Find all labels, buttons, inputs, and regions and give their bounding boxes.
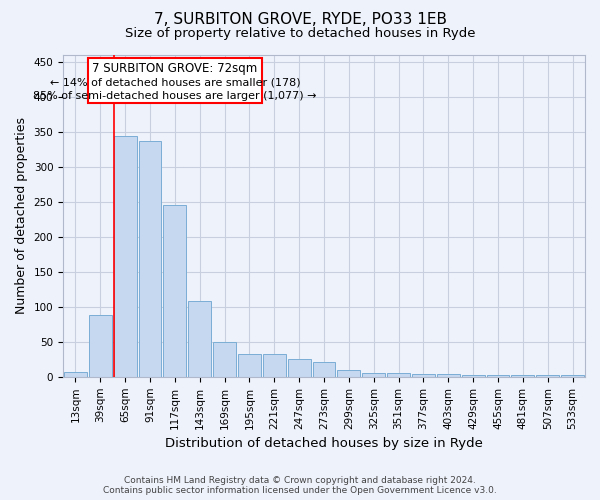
FancyBboxPatch shape	[88, 58, 262, 102]
Bar	[487, 376, 509, 377]
Bar	[213, 342, 236, 377]
X-axis label: Distribution of detached houses by size in Ryde: Distribution of detached houses by size …	[165, 437, 483, 450]
Y-axis label: Number of detached properties: Number of detached properties	[15, 118, 28, 314]
Bar	[163, 204, 187, 377]
Text: Size of property relative to detached houses in Ryde: Size of property relative to detached ho…	[125, 28, 475, 40]
Bar	[238, 354, 261, 377]
Bar	[188, 300, 211, 377]
Bar	[511, 376, 534, 377]
Bar	[362, 374, 385, 377]
Text: 7, SURBITON GROVE, RYDE, PO33 1EB: 7, SURBITON GROVE, RYDE, PO33 1EB	[154, 12, 446, 28]
Bar	[536, 376, 559, 377]
Bar	[437, 374, 460, 377]
Bar	[114, 136, 137, 377]
Bar	[561, 376, 584, 377]
Bar	[412, 374, 435, 377]
Bar	[89, 316, 112, 377]
Text: 7 SURBITON GROVE: 72sqm: 7 SURBITON GROVE: 72sqm	[92, 62, 257, 76]
Bar	[263, 354, 286, 377]
Bar	[387, 374, 410, 377]
Text: ← 14% of detached houses are smaller (178): ← 14% of detached houses are smaller (17…	[50, 78, 300, 88]
Text: Contains HM Land Registry data © Crown copyright and database right 2024.
Contai: Contains HM Land Registry data © Crown c…	[103, 476, 497, 495]
Bar	[139, 141, 161, 377]
Text: 85% of semi-detached houses are larger (1,077) →: 85% of semi-detached houses are larger (…	[33, 91, 317, 101]
Bar	[313, 362, 335, 377]
Bar	[288, 360, 311, 377]
Bar	[64, 372, 87, 377]
Bar	[337, 370, 361, 377]
Bar	[462, 374, 485, 377]
